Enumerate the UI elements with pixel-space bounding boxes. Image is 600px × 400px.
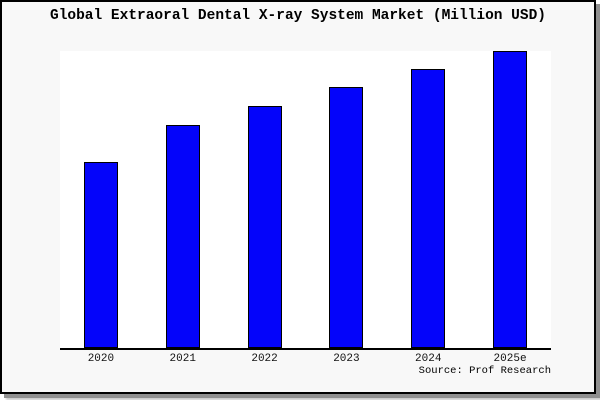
bar-slot <box>224 51 306 348</box>
plot-area <box>60 51 551 350</box>
x-tick-label: 2025e <box>493 353 527 365</box>
bar-slot <box>142 51 224 348</box>
x-axis-line <box>60 348 551 350</box>
x-tick-label: 2023 <box>333 353 360 365</box>
bar-2021 <box>165 124 200 348</box>
x-tick-label: 2020 <box>87 353 115 365</box>
x-tick-label: 2021 <box>169 353 196 365</box>
bar-2023 <box>329 86 364 348</box>
bars <box>60 51 551 348</box>
bar-slot <box>469 51 551 348</box>
bar-slot <box>387 51 469 348</box>
source-text: Source: Prof Research <box>418 365 551 377</box>
bar-2022 <box>247 105 282 348</box>
x-tick-label: 2024 <box>415 353 442 365</box>
bar-2024 <box>411 69 446 348</box>
chart-frame: Global Extraoral Dental X-ray System Mar… <box>0 0 596 394</box>
bar-2020 <box>83 162 118 348</box>
x-tick-labels: 2020 2021 2022 2023 2024 2025e <box>60 353 551 366</box>
x-tick-label: 2022 <box>251 353 278 365</box>
bar-slot <box>305 51 387 348</box>
chart-title: Global Extraoral Dental X-ray System Mar… <box>50 8 546 24</box>
bar-slot <box>60 51 142 348</box>
bar-2025e <box>493 51 528 348</box>
